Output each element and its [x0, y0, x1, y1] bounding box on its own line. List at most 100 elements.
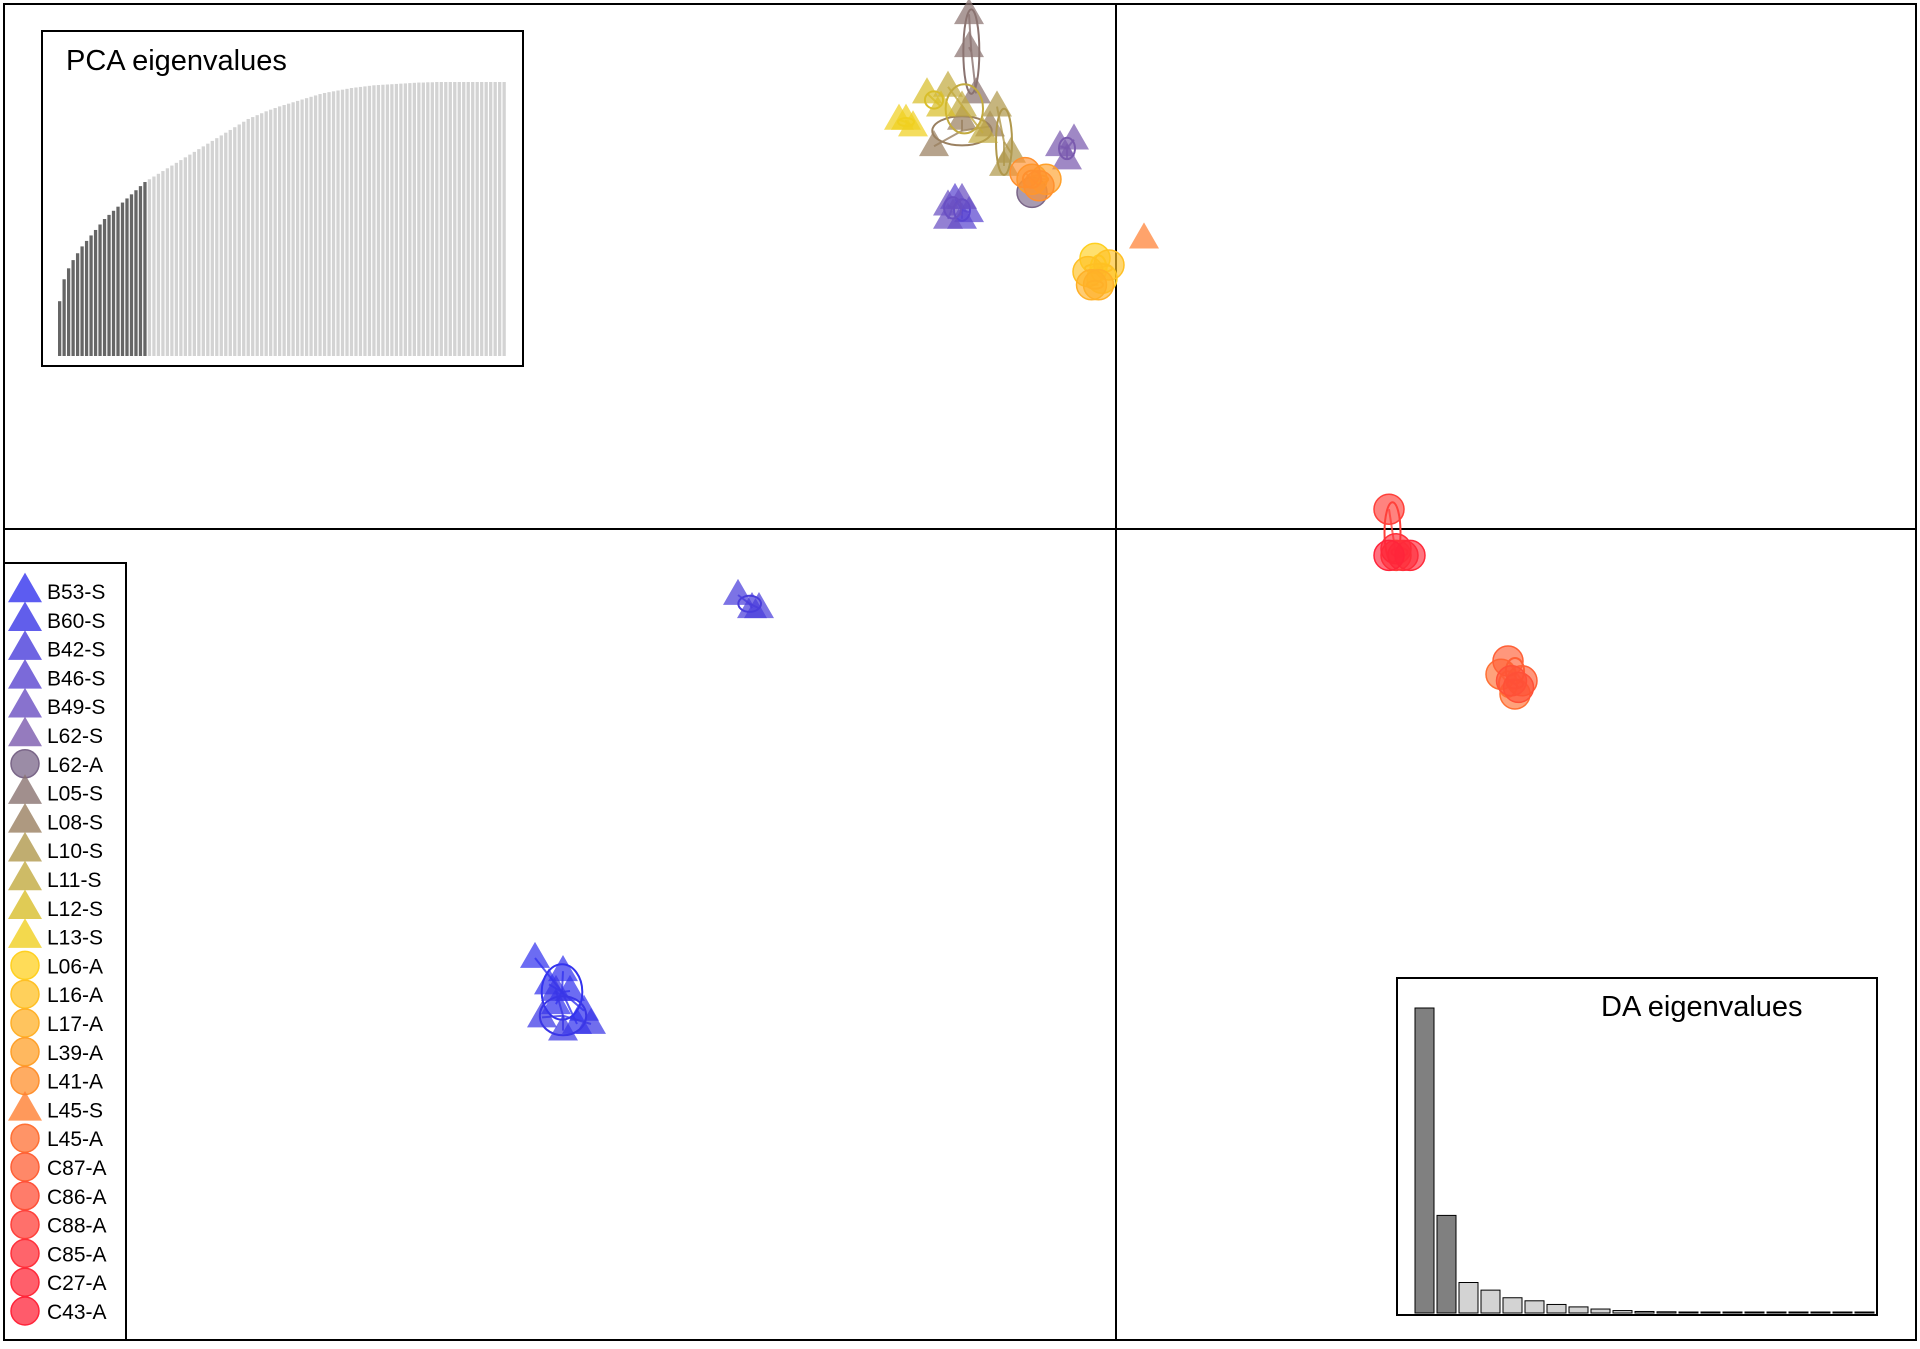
- point-L41-A-1: [1023, 170, 1055, 202]
- point-L10-S-0: [982, 90, 1012, 117]
- series-L12-S: [912, 77, 956, 117]
- da-bar-13: [1678, 1311, 1699, 1314]
- point-B49-S-2: [933, 202, 963, 229]
- pca-bar-62: [331, 91, 336, 356]
- point-B60-S-1: [548, 1014, 578, 1041]
- pca-bar-57: [309, 96, 313, 357]
- pca-bar-87: [444, 82, 448, 356]
- pca-bar-82: [421, 82, 425, 356]
- da-eigenvalues-inset: DA eigenvalues: [1396, 977, 1878, 1316]
- pca-bar-47: [264, 111, 268, 357]
- pca-bar-36: [215, 138, 219, 356]
- pca-bar-34: [206, 143, 210, 356]
- legend-label: B53-S: [47, 581, 105, 604]
- pca-bar-48: [269, 109, 273, 356]
- pca-bar-28: [179, 160, 183, 356]
- pca-bar-85: [435, 82, 439, 356]
- legend-marker-B42-S: [8, 630, 42, 660]
- pca-bar-9: [93, 229, 98, 356]
- pca-bar-38: [224, 132, 228, 356]
- pca-bar-30: [188, 154, 192, 356]
- legend-label: L12-S: [47, 898, 103, 921]
- da-bar-8: [1568, 1306, 1589, 1314]
- pca-bar-31: [192, 151, 196, 356]
- series-L17-A: [1075, 269, 1115, 301]
- pca-bar-40: [233, 127, 237, 357]
- legend-marker-L45-A: [10, 1123, 40, 1153]
- legend-marker-C85-A: [10, 1238, 40, 1269]
- legend-marker-L08-S: [8, 803, 42, 833]
- da-bar-18: [1788, 1311, 1809, 1314]
- series-L62-S: [1045, 123, 1089, 170]
- pca-bar-5: [75, 253, 80, 356]
- pca-bar-6: [80, 246, 84, 356]
- point-B60-S-2: [576, 1007, 606, 1034]
- legend-marker-C88-A: [10, 1209, 40, 1240]
- legend-item-L11-S: L11-S: [8, 860, 101, 892]
- point-L11-S-2: [968, 116, 998, 143]
- legend-marker-L16-A: [10, 979, 40, 1009]
- point-B42-S-0: [723, 578, 753, 605]
- legend-marker-C27-A: [10, 1267, 40, 1297]
- legend-item-L45-A: L45-A: [10, 1123, 103, 1153]
- point-L17-A-1: [1082, 269, 1115, 301]
- point-B42-S-2: [744, 592, 774, 619]
- point-L12-S-0: [912, 77, 942, 104]
- pca-bar-58: [313, 95, 318, 357]
- legend-marker-B60-S: [8, 601, 42, 632]
- legend-item-L13-S: L13-S: [8, 918, 103, 950]
- pca-bar-86: [439, 82, 443, 356]
- legend-item-L45-S: L45-S: [8, 1091, 103, 1122]
- point-L45-S-0: [1129, 222, 1159, 249]
- da-bar-9: [1590, 1308, 1611, 1314]
- da-bar-3: [1458, 1282, 1479, 1314]
- legend-label: L62-S: [47, 725, 103, 748]
- pca-bar-14: [116, 206, 120, 356]
- pca-bar-70: [367, 85, 372, 356]
- point-L11-S-1: [947, 90, 977, 117]
- da-bar-2: [1436, 1214, 1457, 1314]
- point-L05-S-1: [954, 31, 984, 58]
- legend-item-C27-A: C27-A: [10, 1267, 107, 1297]
- point-B46-S-2: [954, 196, 984, 223]
- pca-bar-94: [475, 82, 479, 356]
- legend-marker-L11-S: [8, 860, 42, 891]
- da-bar-21: [1854, 1311, 1875, 1314]
- pca-bar-13: [111, 210, 116, 356]
- pca-bars: [58, 82, 506, 357]
- legend-marker-L41-A: [10, 1065, 40, 1096]
- pca-inset-title: PCA eigenvalues: [66, 45, 287, 77]
- pca-bar-16: [125, 198, 129, 356]
- pca-bar-74: [385, 84, 390, 356]
- pca-bar-65: [345, 88, 349, 356]
- legend-item-L62-S: L62-S: [8, 716, 103, 748]
- pca-bar-81: [417, 82, 421, 356]
- pca-bar-97: [489, 82, 493, 356]
- pca-bar-64: [340, 89, 345, 356]
- pca-bar-54: [295, 100, 300, 356]
- pca-bar-25: [165, 168, 170, 356]
- series-B42-S: [723, 578, 774, 619]
- legend-marker-L39-A: [10, 1037, 40, 1067]
- point-C88-A-0: [1373, 493, 1405, 525]
- legend-item-L08-S: L08-S: [8, 803, 103, 834]
- legend-label: C88-A: [47, 1215, 107, 1238]
- series-L10-S: [982, 90, 1026, 176]
- legend-marker-L17-A: [10, 1008, 40, 1038]
- da-bar-19: [1810, 1311, 1831, 1314]
- point-L05-S-0: [954, 0, 984, 25]
- pca-bar-71: [372, 85, 376, 357]
- pca-bar-12: [107, 214, 111, 356]
- point-B53-S-2: [541, 988, 571, 1015]
- point-B49-S-0: [933, 189, 963, 216]
- legend-marker-C86-A: [10, 1181, 40, 1211]
- pca-bar-88: [448, 82, 452, 356]
- legend-marker-L12-S: [8, 889, 42, 920]
- legend-item-B42-S: B42-S: [8, 630, 105, 662]
- pca-bar-93: [471, 82, 475, 356]
- pca-bar-23: [156, 173, 161, 356]
- legend-marker-L62-S: [8, 716, 42, 747]
- legend-label: L41-A: [47, 1071, 103, 1094]
